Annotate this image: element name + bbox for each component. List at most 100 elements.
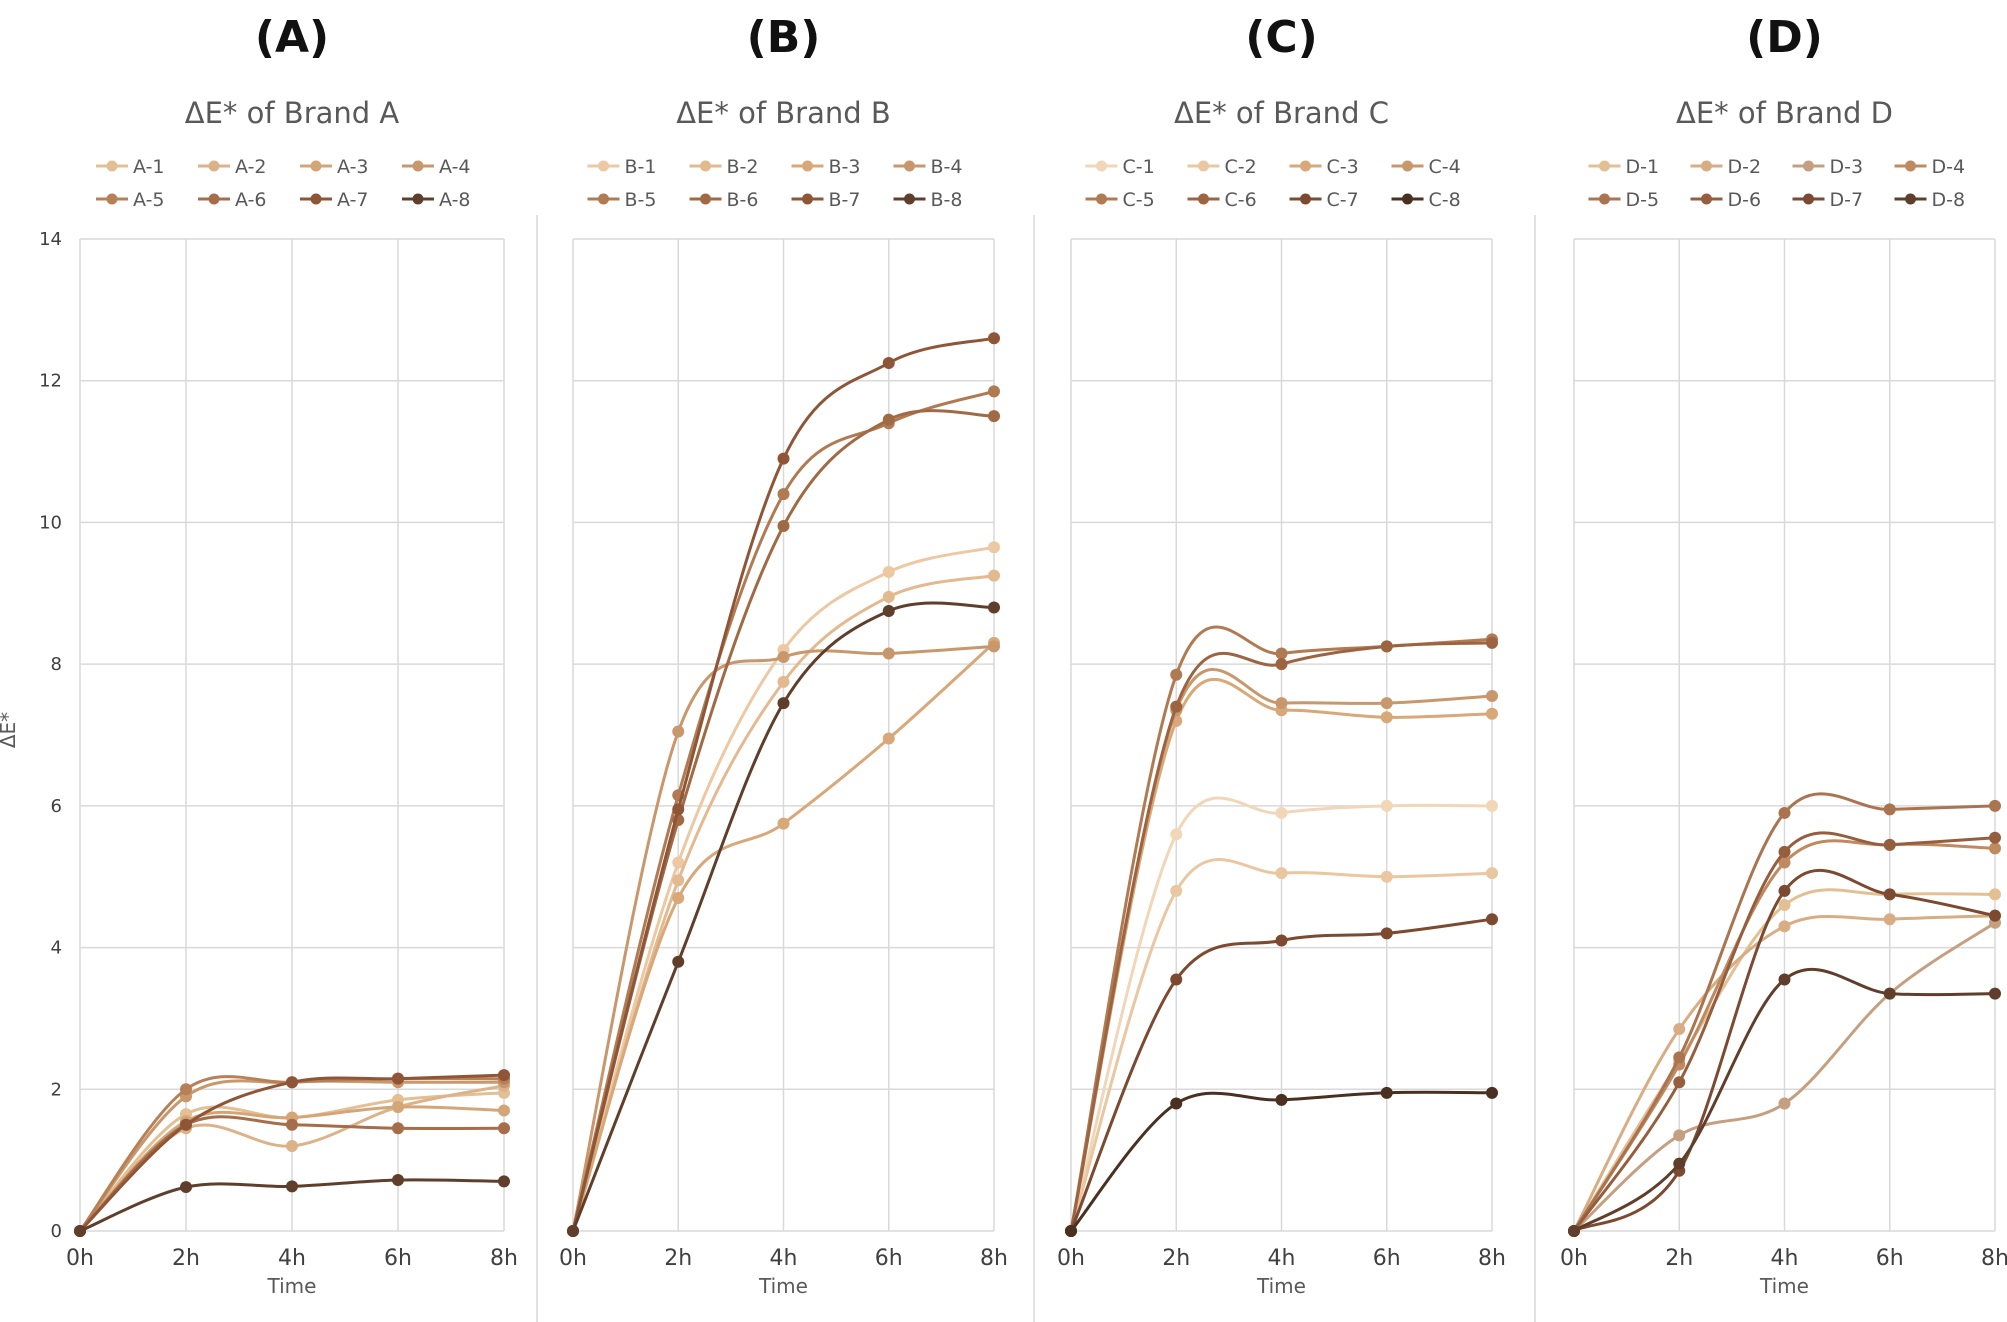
series-A-8 (74, 1173, 510, 1237)
legend-swatch-marker (208, 160, 220, 172)
data-point-C-2-8h (1486, 867, 1498, 880)
legend-label: A-4 (439, 156, 471, 178)
legend-item-C-7: C-7 (1289, 189, 1359, 211)
x-tick-label-4h: 4h (1268, 1246, 1296, 1271)
data-point-B-8-0h (567, 1225, 579, 1237)
series-D-8 (1568, 967, 2001, 1237)
series-group (1065, 625, 1498, 1237)
chart-panel-1: (A)ΔE* of Brand AA-1 A-2 A-3 A-4A-5 A-6 A-7 A-… (66, 12, 518, 1298)
legend-label: A-1 (133, 156, 165, 178)
legend-swatch-marker (1402, 193, 1413, 205)
data-point-C-8-8h (1486, 1086, 1498, 1099)
panel-label: (C) (1245, 12, 1318, 63)
data-point-D-8-0h (1568, 1225, 1580, 1237)
data-point-C-2-6h (1380, 870, 1393, 883)
gridlines (1070, 238, 1493, 1232)
data-point-B-2-8h (988, 569, 1000, 582)
data-point-D-2-2h (1673, 1023, 1686, 1036)
series-line-B-4 (571, 644, 996, 1233)
series-C-8 (1065, 1086, 1498, 1237)
data-point-C-5-4h (1275, 647, 1288, 660)
chart-title: ΔE* of Brand C (1174, 96, 1389, 130)
data-point-B-2-4h (777, 675, 790, 688)
legend-label: C-8 (1429, 189, 1461, 211)
legend-swatch-marker (1803, 160, 1814, 172)
data-point-C-4-4h (1275, 697, 1288, 710)
legend-label: D-1 (1626, 156, 1660, 178)
x-tick-label-4h: 4h (770, 1246, 798, 1271)
legend-item-D-5: D-5 (1588, 189, 1660, 211)
legend-label: D-5 (1626, 189, 1660, 211)
data-point-B-6-6h (882, 413, 895, 426)
y-tick-label-10: 10 (39, 512, 62, 533)
data-point-B-3-2h (672, 891, 685, 904)
data-point-C-7-2h (1170, 973, 1183, 986)
data-point-B-2-2h (672, 874, 685, 887)
chart-panel-2: (B)ΔE* of Brand BB-1 B-2 B-3 B-4B-5 B-6 B-7 B-… (536, 12, 1008, 1322)
panel-label: (B) (747, 12, 821, 63)
data-point-A-5-2h (180, 1083, 192, 1096)
legend-swatch-marker (904, 193, 915, 205)
x-tick-label-0h: 0h (1057, 1246, 1085, 1271)
x-tick-label-2h: 2h (664, 1246, 692, 1271)
series-line-D-5 (1572, 792, 1997, 1233)
data-point-C-8-4h (1275, 1093, 1288, 1106)
panels: (A)ΔE* of Brand AA-1 A-2 A-3 A-4A-5 A-6 A-7 A-… (66, 12, 2007, 1322)
legend-item-C-4: C-4 (1391, 156, 1461, 178)
data-point-D-5-4h (1778, 806, 1791, 819)
data-point-A-6-8h (498, 1122, 510, 1135)
data-point-C-3-6h (1380, 711, 1393, 724)
series-line-D-2 (1572, 914, 1997, 1233)
data-point-D-3-2h (1673, 1129, 1686, 1142)
data-point-A-2-4h (286, 1139, 298, 1152)
legend-label: D-3 (1830, 156, 1864, 178)
legend-item-A-5: A-5 (96, 189, 165, 211)
data-point-C-8-2h (1170, 1097, 1183, 1110)
data-point-D-5-2h (1673, 1051, 1686, 1064)
data-point-A-8-0h (74, 1225, 86, 1237)
data-point-D-2-4h (1778, 920, 1791, 933)
data-point-B-4-8h (988, 640, 1000, 653)
legend-item-D-1: D-1 (1588, 156, 1660, 178)
series-line-D-6 (1572, 831, 1997, 1233)
data-point-D-2-6h (1883, 913, 1896, 926)
panel-label: (A) (255, 12, 329, 63)
legend-swatch-marker (1803, 193, 1814, 205)
x-tick-label-2h: 2h (172, 1246, 200, 1271)
x-tick-label-8h: 8h (490, 1246, 518, 1271)
data-point-B-1-8h (988, 541, 1000, 554)
data-point-A-6-6h (392, 1122, 404, 1135)
legend-item-D-3: D-3 (1792, 156, 1864, 178)
legend-item-B-5: B-5 (587, 189, 656, 211)
legend-swatch-marker (1096, 193, 1107, 205)
data-point-C-6-4h (1275, 658, 1288, 671)
series-line-D-8 (1572, 967, 1997, 1233)
legend-item-C-1: C-1 (1085, 156, 1155, 178)
data-point-A-7-4h (286, 1076, 298, 1089)
legend-item-A-7: A-7 (300, 189, 369, 211)
data-point-B-5-4h (777, 488, 790, 501)
data-point-A-8-6h (392, 1173, 404, 1186)
y-tick-label-6: 6 (51, 796, 62, 817)
x-tick-label-6h: 6h (1373, 1246, 1401, 1271)
legend-label: D-8 (1932, 189, 1966, 211)
legend-swatch-marker (1300, 193, 1311, 205)
legend-item-B-3: B-3 (791, 156, 860, 178)
legend: D-1 D-2 D-3 D-4 D-5 D-6 D-7 D-8 (1588, 156, 1966, 211)
legend-label: C-7 (1327, 189, 1359, 211)
series-line-D-7 (1572, 868, 1997, 1233)
data-point-D-5-6h (1883, 803, 1896, 816)
data-point-C-6-2h (1170, 700, 1183, 713)
legend-label: A-2 (235, 156, 267, 178)
series-line-B-8 (571, 601, 996, 1233)
x-axis-label: Time (267, 1274, 317, 1298)
x-tick-label-8h: 8h (1478, 1246, 1506, 1271)
gridlines (1573, 238, 1996, 1232)
legend-swatch-marker (1599, 160, 1610, 172)
legend-label: A-7 (337, 189, 369, 211)
series-D-6 (1568, 831, 2001, 1237)
series-B-8 (567, 601, 1000, 1237)
data-point-C-1-4h (1275, 806, 1288, 819)
y-tick-label-12: 12 (39, 371, 62, 392)
data-point-B-4-4h (777, 651, 790, 664)
